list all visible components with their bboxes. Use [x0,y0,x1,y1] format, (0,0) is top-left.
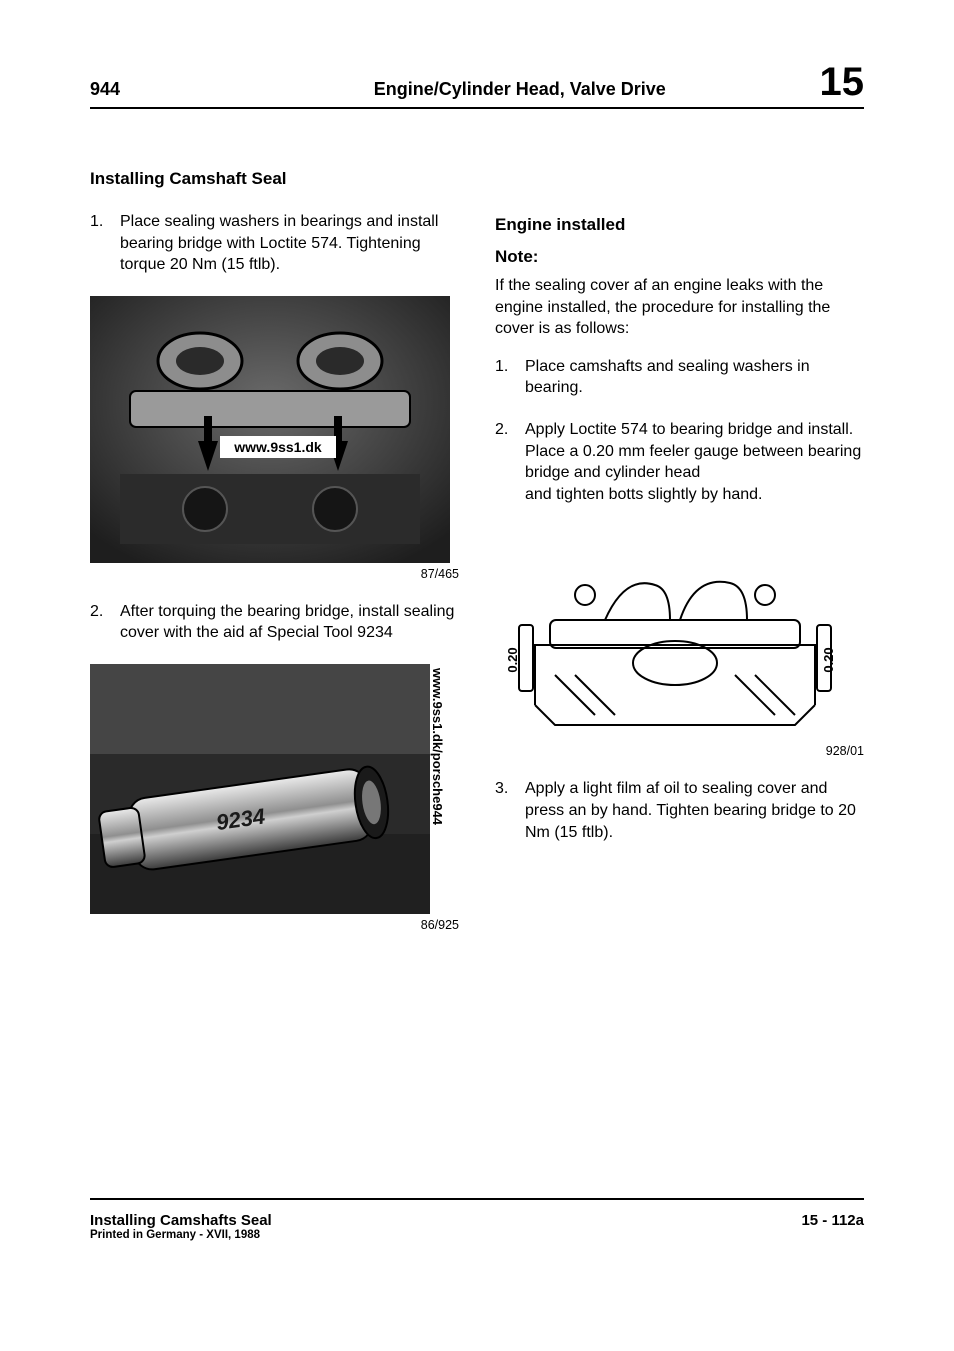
header-model: 944 [90,79,120,100]
figure-2: 9234 www.9ss1.dk/porsche944 [90,664,459,914]
right-step-2: 2. Apply Loctite 574 to bearing bridge a… [495,419,864,505]
right-column: Engine installed Note: If the sealing co… [495,169,864,952]
content-columns: Installing Camshaft Seal 1. Place sealin… [90,169,864,952]
footer-left: Installing Camshafts Seal Printed in Ger… [90,1212,272,1241]
left-step-1: 1. Place sealing washers in bearings and… [90,211,459,276]
step-number: 1. [90,211,120,276]
step-text: Place sealing washers in bearings and in… [120,211,459,276]
note-label: Note: [495,247,864,267]
svg-text:0.20: 0.20 [505,648,520,673]
page-footer: Installing Camshafts Seal Printed in Ger… [90,1198,864,1241]
svg-text:0.20: 0.20 [821,648,836,673]
right-list: 1. Place camshafts and sealing washers i… [495,356,864,506]
step-text: Apply Loctite 574 to bearing bridge and … [525,419,864,505]
step-text: Apply a light film af oil to sealing cov… [525,778,864,843]
page-header: 944 Engine/Cylinder Head, Valve Drive 15 [90,60,864,109]
right-list-2: 3. Apply a light film af oil to sealing … [495,778,864,843]
right-step-1: 1. Place camshafts and sealing washers i… [495,356,864,399]
right-step-3: 3. Apply a light film af oil to sealing … [495,778,864,843]
step-number: 2. [495,419,525,505]
figure-3: 0.20 0.20 [495,525,864,740]
figure-3-caption: 928/01 [495,744,864,758]
footer-page: 15 - 112a [801,1212,864,1229]
header-title: Engine/Cylinder Head, Valve Drive [120,79,819,100]
right-subhead: Engine installed [495,215,864,235]
step-text: After torquing the bearing bridge, insta… [120,601,459,644]
footer-title: Installing Camshafts Seal [90,1212,272,1229]
step-number: 2. [90,601,120,644]
figure-2-caption: 86/925 [90,918,459,932]
step-number: 1. [495,356,525,399]
step-text: Place camshafts and sealing washers in b… [525,356,864,399]
section-title: Installing Camshaft Seal [90,169,459,189]
svg-text:www.9ss1.dk: www.9ss1.dk [233,439,322,455]
header-chapter: 15 [820,60,865,105]
left-list-2: 2. After torquing the bearing bridge, in… [90,601,459,644]
footer-printed: Printed in Germany - XVII, 1988 [90,1229,272,1241]
figure-1-caption: 87/465 [90,567,459,581]
note-text: If the sealing cover af an engine leaks … [495,275,864,340]
step-number: 3. [495,778,525,843]
figure-1: www.9ss1.dk [90,296,459,563]
figure-2-side-text: www.9ss1.dk/porsche944 [430,664,445,825]
left-column: Installing Camshaft Seal 1. Place sealin… [90,169,459,952]
left-list-1: 1. Place sealing washers in bearings and… [90,211,459,276]
left-step-2: 2. After torquing the bearing bridge, in… [90,601,459,644]
